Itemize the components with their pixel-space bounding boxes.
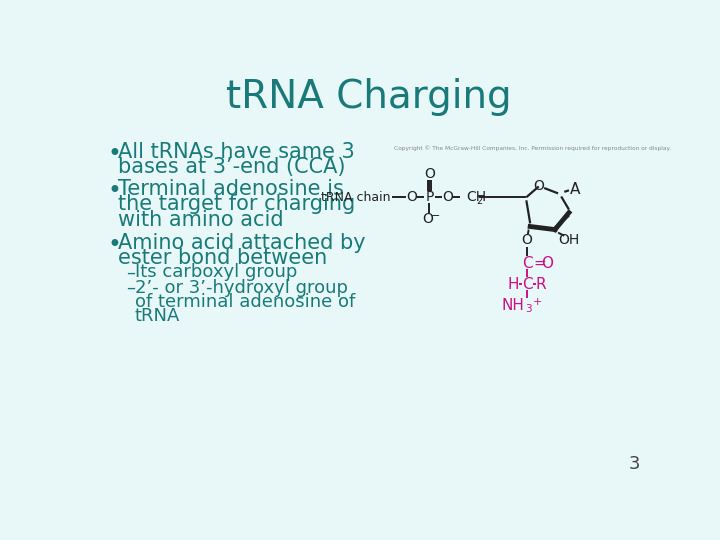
Text: Amino acid attached by: Amino acid attached by (118, 233, 366, 253)
Text: Its carboxyl group: Its carboxyl group (135, 264, 297, 281)
Text: –: – (126, 279, 135, 297)
Text: O: O (541, 256, 553, 271)
Text: O: O (424, 167, 435, 181)
Text: NH: NH (502, 298, 525, 313)
Text: C: C (522, 256, 532, 271)
Text: O: O (522, 233, 533, 247)
Text: 2’- or 3’-hydroxyl group: 2’- or 3’-hydroxyl group (135, 279, 348, 297)
Text: •: • (107, 233, 121, 256)
Text: P: P (426, 190, 433, 204)
Text: −: − (431, 211, 441, 221)
Text: O: O (423, 212, 433, 226)
Text: Copyright © The McGraw-Hill Companies, Inc. Permission required for reproduction: Copyright © The McGraw-Hill Companies, I… (394, 146, 671, 151)
Text: tRNA: tRNA (135, 307, 180, 325)
Text: OH: OH (558, 233, 580, 247)
Text: 2: 2 (476, 196, 482, 206)
Text: of terminal adenosine of: of terminal adenosine of (135, 293, 355, 310)
Text: All tRNAs have same 3: All tRNAs have same 3 (118, 142, 355, 162)
Text: ester bond between: ester bond between (118, 248, 327, 268)
Text: 3: 3 (629, 455, 640, 473)
Text: H: H (508, 276, 519, 292)
Text: with amino acid: with amino acid (118, 210, 284, 230)
Text: •: • (107, 179, 121, 202)
Text: Terminal adenosine is: Terminal adenosine is (118, 179, 343, 199)
Text: R: R (536, 276, 546, 292)
Text: 3: 3 (526, 304, 532, 314)
Text: O: O (534, 179, 544, 193)
Text: •: • (107, 142, 121, 166)
Text: tRNA chain: tRNA chain (321, 191, 391, 204)
Text: +: + (533, 297, 542, 307)
Text: tRNA Charging: tRNA Charging (226, 78, 512, 116)
Text: =: = (533, 256, 546, 271)
Text: C: C (522, 276, 532, 292)
Text: A: A (570, 182, 580, 197)
Text: O: O (406, 190, 417, 204)
Text: CH: CH (466, 190, 486, 204)
Text: the target for charging: the target for charging (118, 194, 355, 214)
Text: O: O (442, 190, 453, 204)
Text: bases at 3’-end (CCA): bases at 3’-end (CCA) (118, 157, 346, 177)
Text: –: – (126, 264, 135, 281)
